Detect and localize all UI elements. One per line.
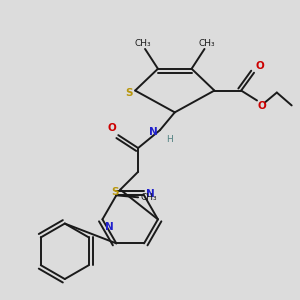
- Text: S: S: [111, 187, 118, 196]
- Text: O: O: [255, 61, 264, 71]
- Text: CH₃: CH₃: [198, 39, 215, 48]
- Text: N: N: [146, 189, 155, 199]
- Text: CH₃: CH₃: [135, 39, 152, 48]
- Text: O: O: [108, 123, 116, 133]
- Text: N: N: [105, 222, 114, 232]
- Text: CH₃: CH₃: [140, 193, 157, 202]
- Text: N: N: [149, 127, 158, 137]
- Text: S: S: [126, 88, 133, 98]
- Text: O: O: [258, 101, 267, 112]
- Text: H: H: [166, 135, 172, 144]
